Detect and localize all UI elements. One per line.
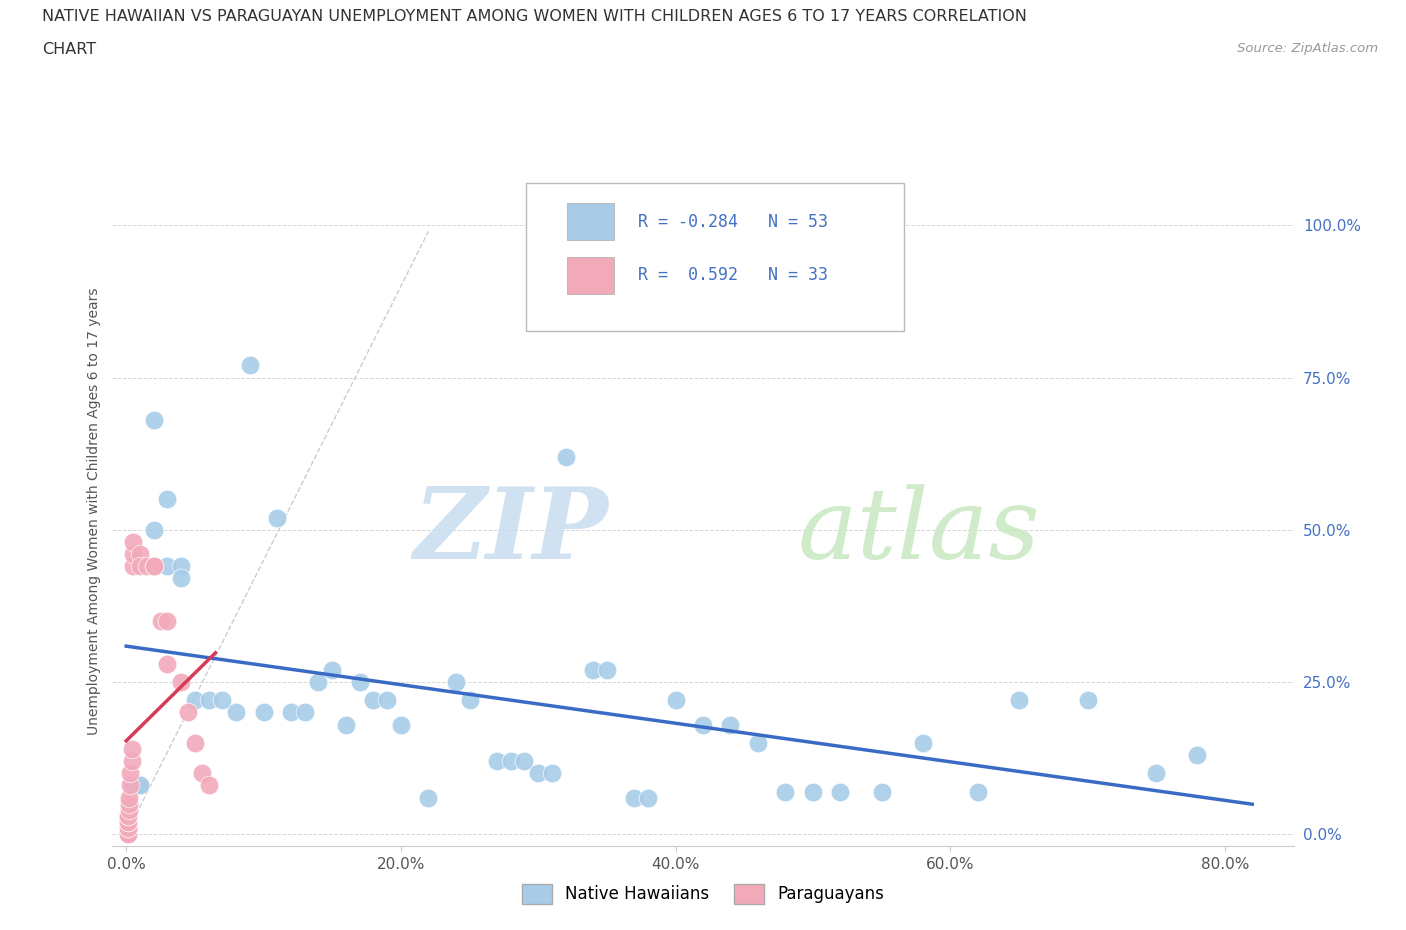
Point [142,413,165,428]
Point [1076,693,1098,708]
Point [122,535,145,550]
Point [122,778,145,793]
Point [117,815,139,830]
Point [170,559,193,574]
Point [156,614,179,629]
FancyBboxPatch shape [567,204,614,240]
Point [156,492,179,507]
Point [870,784,893,799]
Point [280,705,302,720]
Point [197,693,219,708]
Point [335,717,357,732]
Point [117,820,139,835]
Legend: Native Hawaiians, Paraguayans: Native Hawaiians, Paraguayans [513,875,893,912]
Point [239,358,262,373]
Point [142,559,165,574]
Point [623,790,645,805]
Point [1144,765,1167,780]
Point [418,790,440,805]
Point [363,693,385,708]
Point [170,674,193,689]
Y-axis label: Unemployment Among Women with Children Ages 6 to 17 years: Unemployment Among Women with Children A… [87,287,101,736]
Point [582,662,605,677]
Point [129,559,152,574]
Point [664,693,686,708]
Point [129,778,152,793]
Point [117,808,139,823]
Text: NATIVE HAWAIIAN VS PARAGUAYAN UNEMPLOYMENT AMONG WOMEN WITH CHILDREN AGES 6 TO 1: NATIVE HAWAIIAN VS PARAGUAYAN UNEMPLOYME… [42,9,1026,24]
Point [117,808,139,823]
Point [117,827,139,842]
Text: R =  0.592   N = 33: R = 0.592 N = 33 [638,267,828,285]
Point [184,693,207,708]
Point [190,765,212,780]
Point [499,753,522,768]
Point [458,693,481,708]
Point [117,815,139,830]
Point [117,827,139,842]
Point [911,736,934,751]
Point [211,693,233,708]
Point [120,778,142,793]
Point [122,778,145,793]
Point [121,741,143,756]
Point [118,796,141,811]
Point [117,820,139,835]
Point [122,547,145,562]
Point [129,778,152,793]
Point [596,662,619,677]
FancyBboxPatch shape [567,257,614,294]
Point [135,559,157,574]
Text: Source: ZipAtlas.com: Source: ZipAtlas.com [1237,42,1378,55]
Point [252,705,274,720]
Point [197,778,219,793]
Point [266,511,288,525]
FancyBboxPatch shape [526,183,904,331]
Point [389,717,412,732]
Point [308,674,330,689]
Point [485,753,508,768]
Point [121,753,143,768]
Point [527,765,550,780]
Point [294,705,316,720]
Point [177,705,200,720]
Point [225,705,247,720]
Point [775,784,797,799]
Text: atlas: atlas [797,484,1040,579]
Point [149,614,172,629]
Point [1187,748,1209,763]
Text: R = -0.284   N = 53: R = -0.284 N = 53 [638,213,828,231]
Point [184,736,207,751]
Point [720,717,742,732]
Point [122,559,145,574]
Point [541,765,564,780]
Point [554,449,576,464]
Point [513,753,536,768]
Point [142,523,165,538]
Point [830,784,852,799]
Point [156,657,179,671]
Point [129,547,152,562]
Point [117,827,139,842]
Point [349,674,371,689]
Point [444,674,467,689]
Point [747,736,769,751]
Text: CHART: CHART [42,42,96,57]
Point [170,571,193,586]
Point [637,790,659,805]
Point [118,803,141,817]
Point [801,784,824,799]
Point [375,693,398,708]
Point [120,765,142,780]
Point [118,790,141,805]
Point [156,559,179,574]
Point [692,717,714,732]
Point [966,784,988,799]
Point [1008,693,1031,708]
Text: ZIP: ZIP [413,484,609,579]
Point [117,827,139,842]
Point [142,559,165,574]
Point [321,662,343,677]
